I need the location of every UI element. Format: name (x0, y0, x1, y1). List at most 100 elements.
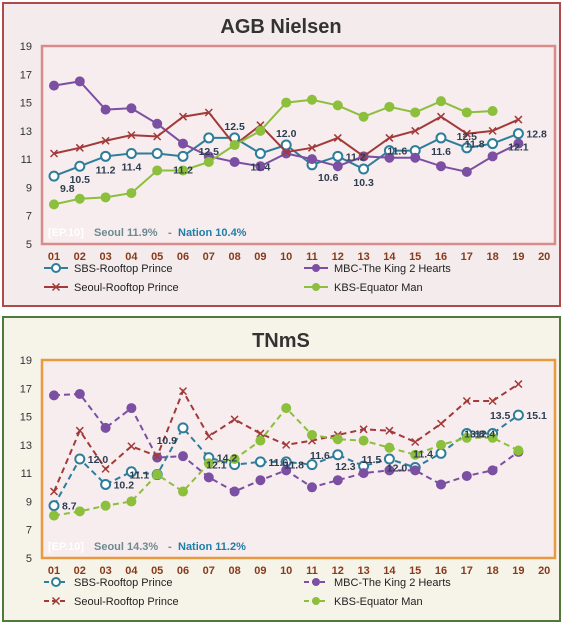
data-point-kbs (358, 435, 369, 446)
nation-rating: Nation 11.2% (178, 541, 246, 553)
data-label: 13.5 (490, 410, 511, 422)
x-marker-stroke (333, 133, 342, 142)
data-point-kbs (178, 486, 188, 497)
x-marker-stroke (514, 115, 523, 124)
legend-label: KBS-Equator Man (334, 596, 423, 608)
data-label: 11.8 (284, 460, 304, 472)
data-label: 11.8 (465, 139, 485, 151)
x-tick-label: 11 (306, 251, 318, 263)
data-point-seoul (411, 437, 420, 447)
data-point-seoul (49, 149, 59, 158)
x-tick-label: 02 (74, 565, 86, 577)
data-label: 9.8 (60, 183, 75, 195)
x-marker-stroke (282, 148, 291, 157)
data-point-sbs (100, 478, 112, 490)
data-point-kbs (281, 403, 292, 414)
data-point-sbs (74, 160, 86, 172)
y-tick-label: 17 (20, 69, 32, 81)
data-point-seoul (282, 148, 291, 157)
x-tick-label: 13 (357, 565, 369, 577)
data-point-sbs (100, 150, 112, 162)
data-point-sbs (435, 447, 447, 459)
y-tick-label: 9 (26, 182, 32, 194)
tnms-panel: TNmS 5 7 9 11 13 15 17 19 01 02 03 04 05 06 07 08 09 10 11 1… (2, 316, 561, 622)
x-marker-stroke (101, 464, 110, 473)
data-point-sbs (48, 500, 60, 512)
data-point-kbs (436, 439, 446, 450)
legend-item-seoul: Seoul-Rooftop Prince (44, 596, 179, 608)
data-point-kbs (384, 442, 395, 453)
data-point-mbc (410, 152, 421, 163)
data-point-kbs (255, 125, 266, 136)
x-tick-label: 20 (538, 251, 550, 263)
data-label: 12.1 (508, 142, 529, 154)
data-label: 12.1 (206, 460, 227, 472)
x-tick-label: 09 (254, 251, 266, 263)
y-tick-label: 7 (26, 211, 32, 223)
data-point-kbs (281, 97, 292, 108)
data-point-kbs (100, 500, 111, 511)
data-label: 12.0 (88, 454, 109, 466)
data-point-sbs (254, 147, 266, 159)
x-marker-stroke (204, 108, 213, 117)
legend-item-seoul: Seoul-Rooftop Prince (44, 282, 179, 294)
data-label: 13.8 (464, 429, 485, 441)
x-marker-stroke (411, 126, 420, 135)
data-point-mbc (384, 465, 395, 476)
data-point-mbc (229, 486, 240, 497)
x-marker-stroke (127, 131, 136, 140)
x-marker-stroke (488, 126, 497, 135)
data-label: 11.2 (346, 151, 366, 163)
data-point-kbs (436, 96, 446, 107)
x-tick-label: 09 (254, 565, 266, 577)
x-tick-label: 19 (512, 251, 524, 263)
data-point-kbs (229, 140, 240, 150)
data-point-seoul (75, 143, 84, 152)
data-point-mbc (384, 152, 395, 163)
data-point-sbs (358, 163, 370, 175)
data-label: 11.4 (413, 448, 433, 460)
x-marker-stroke (411, 437, 420, 447)
legend-label: MBC-The King 2 Hearts (334, 577, 451, 589)
data-point-kbs (307, 429, 317, 440)
data-point-seoul (101, 136, 110, 145)
data-point-mbc (74, 388, 85, 399)
x-marker-stroke (488, 396, 497, 406)
x-tick-label: 17 (461, 565, 473, 577)
legend-marker (312, 597, 320, 605)
x-marker-stroke (514, 380, 523, 389)
data-label: 11.1 (129, 470, 149, 482)
data-point-seoul (101, 464, 110, 473)
data-label: 12.5 (199, 146, 220, 158)
x-marker-stroke (49, 487, 59, 496)
legend-marker (51, 596, 61, 606)
data-point-mbc (49, 390, 59, 401)
x-tick-label: 01 (48, 251, 60, 263)
data-point-kbs (152, 469, 163, 480)
data-point-kbs (358, 111, 369, 122)
data-label: 12.0 (387, 462, 408, 474)
footer-separator: - (168, 227, 172, 239)
data-point-mbc (178, 451, 188, 462)
data-point-seoul (514, 115, 523, 124)
data-point-seoul (178, 112, 188, 121)
data-label: 10.5 (70, 174, 91, 186)
data-point-kbs (74, 506, 85, 517)
data-point-seoul (204, 108, 213, 117)
x-tick-label: 13 (357, 251, 369, 263)
data-point-sbs (461, 142, 473, 154)
x-marker-stroke (282, 440, 291, 449)
legend-item-sbs: SBS-Rooftop Prince (44, 577, 172, 589)
legend-item-mbc: MBC-The King 2 Hearts (304, 577, 451, 589)
data-label: 11.2 (96, 164, 116, 176)
data-label: 11.6 (310, 450, 330, 462)
y-tick-label: 19 (20, 355, 32, 367)
data-point-mbc (487, 465, 498, 476)
data-label: 10.2 (114, 479, 135, 491)
data-point-kbs (307, 94, 317, 105)
x-marker-stroke (359, 152, 368, 161)
data-point-sbs (306, 459, 318, 471)
data-point-mbc (255, 161, 266, 172)
legend-label: Seoul-Rooftop Prince (74, 596, 179, 608)
data-point-sbs (254, 456, 266, 468)
